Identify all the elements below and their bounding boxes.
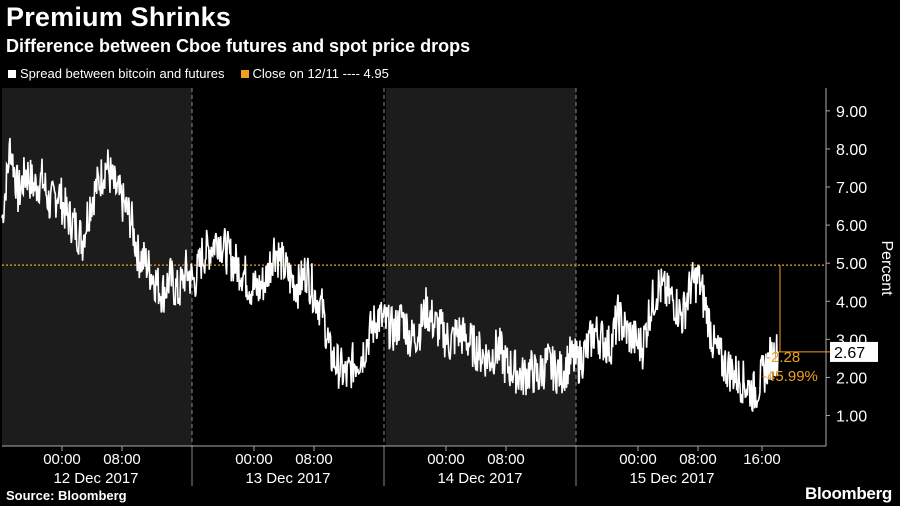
- y-tick-label: 5.00: [836, 256, 867, 273]
- x-tick-label: 00:00: [235, 451, 273, 468]
- change-label: -2.28: [766, 349, 800, 366]
- x-day-label: 12 Dec 2017: [53, 470, 138, 487]
- y-tick-label: 8.00: [836, 142, 867, 159]
- band-day-14: [386, 88, 576, 446]
- legend-label-close: Close on 12/11 ---- 4.95: [252, 66, 389, 81]
- x-day-label: 13 Dec 2017: [245, 470, 330, 487]
- x-tick-label: 08:00: [295, 451, 333, 468]
- y-tick-label: 1.00: [836, 409, 867, 426]
- y-tick-label: 9.00: [836, 104, 867, 121]
- x-tick-label: 00:00: [43, 451, 81, 468]
- band-day-12: [2, 88, 192, 446]
- last-value-label: 2.67: [834, 345, 865, 362]
- x-tick-label: 08:00: [103, 451, 141, 468]
- spread-series-line: [1, 137, 779, 412]
- x-tick-label: 08:00: [679, 451, 717, 468]
- y-tick-label: 2.00: [836, 370, 867, 387]
- legend-swatch-close: [240, 69, 249, 78]
- legend-label-spread: Spread between bitcoin and futures: [20, 66, 225, 81]
- y-tick-label: 6.00: [836, 218, 867, 235]
- x-tick-label: 00:00: [427, 451, 465, 468]
- legend-item-spread: Spread between bitcoin and futures: [6, 66, 225, 81]
- x-tick-label: 08:00: [487, 451, 525, 468]
- y-axis-label: Percent: [878, 240, 895, 296]
- x-tick-label: 16:00: [743, 451, 781, 468]
- y-tick-label: 4.00: [836, 294, 867, 311]
- x-day-label: 14 Dec 2017: [437, 470, 522, 487]
- bloomberg-logo: Bloomberg: [804, 484, 892, 503]
- change-pct-label: -45.99%: [762, 368, 818, 385]
- chart-title: Premium Shrinks: [6, 2, 232, 32]
- y-tick-label: 7.00: [836, 180, 867, 197]
- legend-swatch-spread: [8, 69, 16, 78]
- source-note: Source: Bloomberg: [6, 488, 127, 503]
- x-day-label: 15 Dec 2017: [629, 470, 714, 487]
- chart-subtitle: Difference between Cboe futures and spot…: [6, 36, 471, 56]
- legend: Spread between bitcoin and futures Close…: [6, 66, 403, 81]
- legend-item-close: Close on 12/11 ---- 4.95: [239, 66, 389, 81]
- last-value-box: [830, 341, 878, 362]
- x-tick-label: 00:00: [619, 451, 657, 468]
